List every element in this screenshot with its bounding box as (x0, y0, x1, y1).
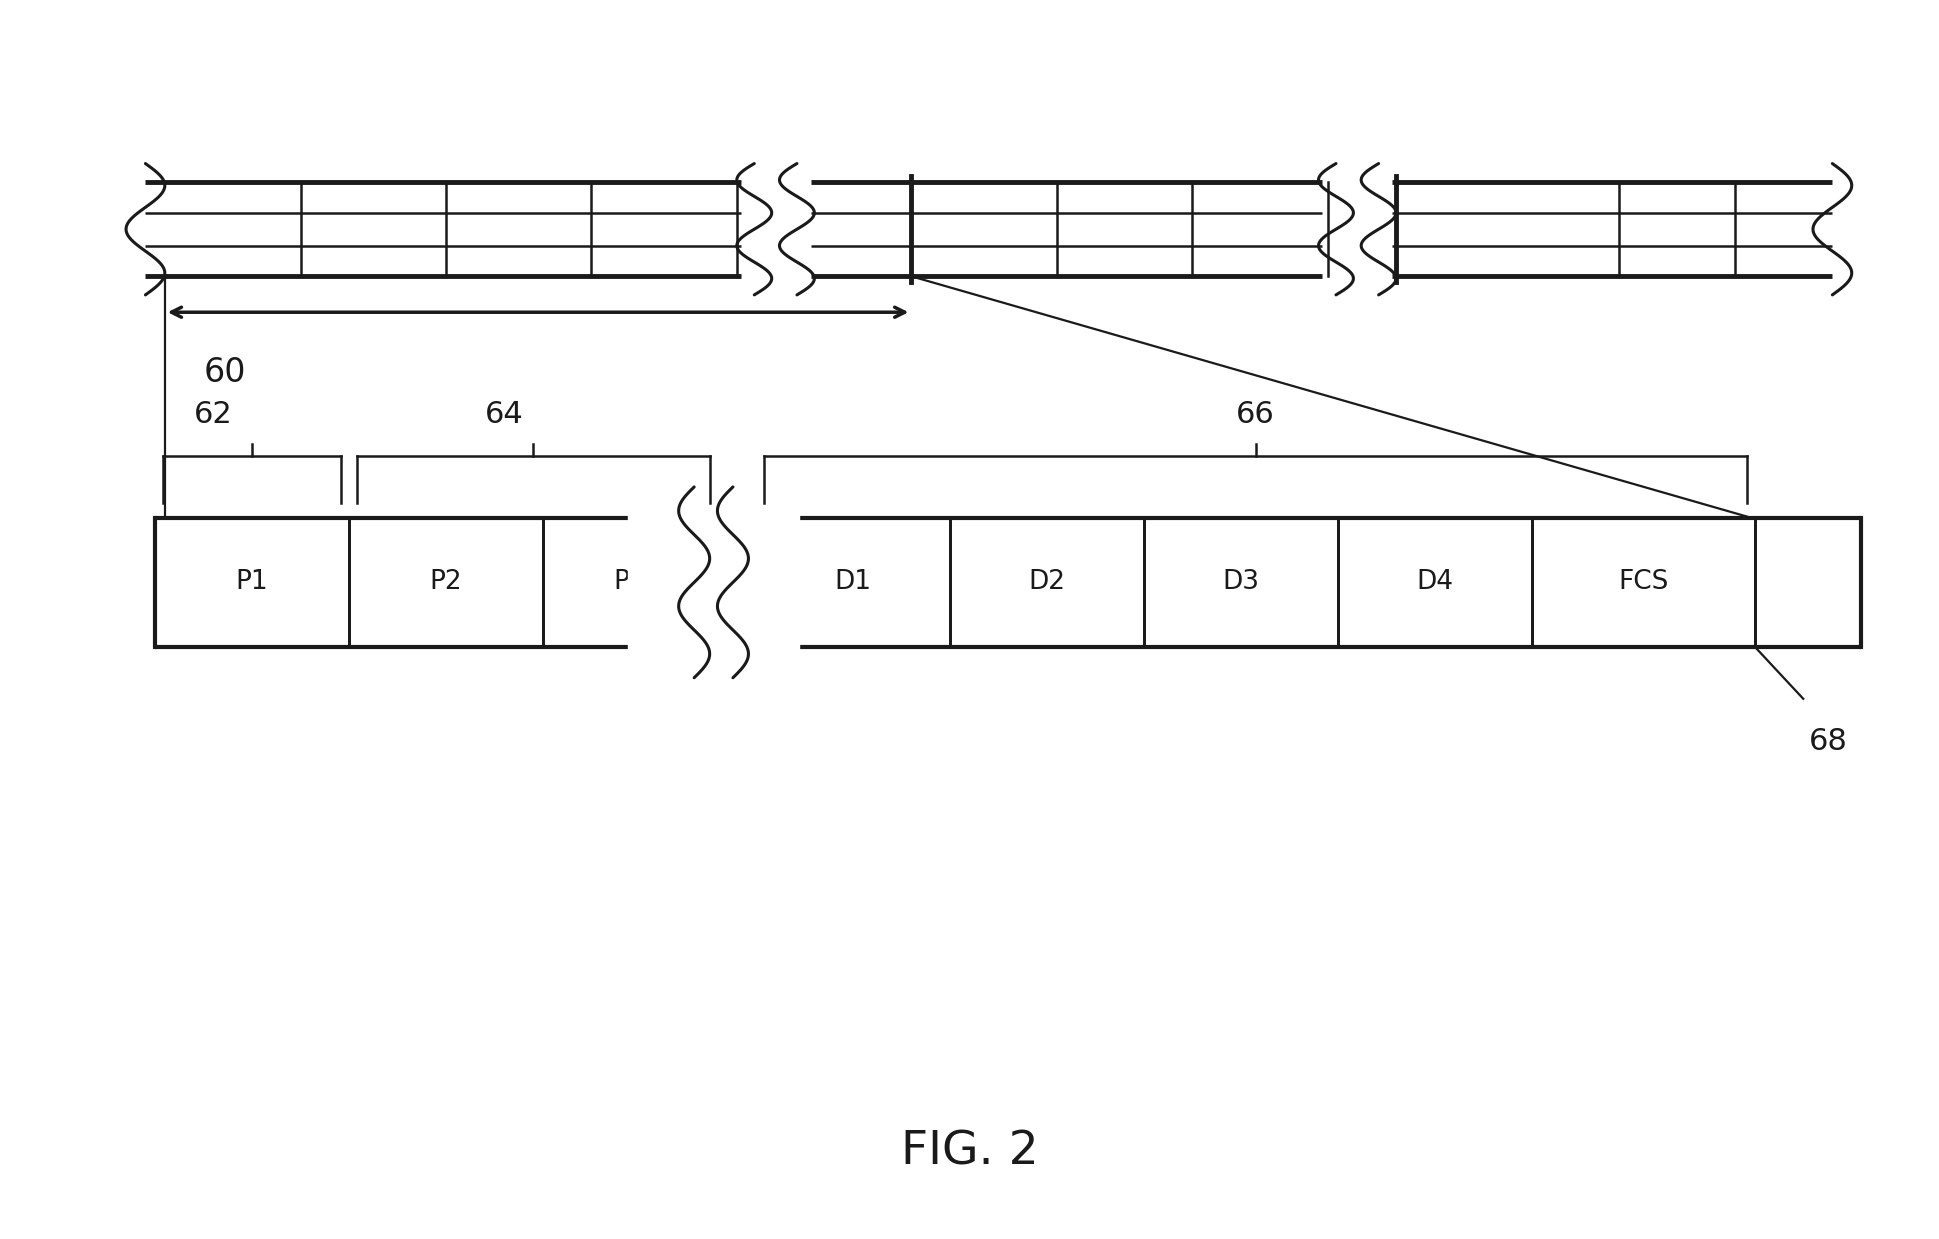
Polygon shape (543, 518, 717, 647)
Polygon shape (1755, 518, 1861, 647)
Text: 62: 62 (194, 400, 233, 429)
Text: 60: 60 (204, 356, 246, 389)
Text: 66: 66 (1237, 400, 1274, 429)
Text: D2: D2 (1028, 570, 1066, 595)
Text: P2: P2 (615, 570, 646, 595)
Polygon shape (349, 518, 543, 647)
Text: P2: P2 (430, 570, 461, 595)
Polygon shape (1338, 518, 1532, 647)
Text: FIG. 2: FIG. 2 (900, 1130, 1039, 1175)
Text: 64: 64 (485, 400, 524, 429)
Text: D3: D3 (1222, 570, 1260, 595)
Polygon shape (756, 518, 950, 647)
Text: FCS: FCS (1619, 570, 1668, 595)
Polygon shape (1144, 518, 1338, 647)
Text: D4: D4 (1415, 570, 1454, 595)
Polygon shape (950, 518, 1144, 647)
Polygon shape (155, 518, 349, 647)
Text: D1: D1 (834, 570, 873, 595)
Text: P1: P1 (237, 570, 268, 595)
Polygon shape (1532, 518, 1755, 647)
Text: 68: 68 (1809, 727, 1848, 756)
